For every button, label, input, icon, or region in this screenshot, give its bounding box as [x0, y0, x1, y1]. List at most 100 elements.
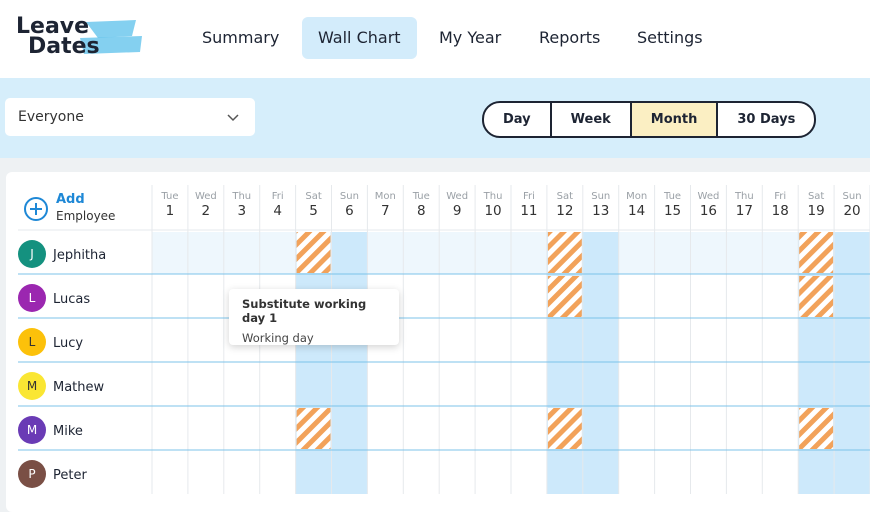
substitute-day[interactable] [547, 408, 582, 449]
substitute-day[interactable] [296, 232, 331, 273]
weekday: Thu [483, 191, 503, 202]
add-icon[interactable] [24, 197, 48, 221]
view-button[interactable]: 30 Days [716, 103, 814, 136]
view-button[interactable]: Week [549, 103, 630, 136]
date: 6 [345, 203, 354, 219]
weekday: Mon [626, 191, 647, 202]
substitute-day[interactable] [547, 276, 582, 317]
add-label: Employee [56, 209, 115, 223]
substitute-day[interactable] [799, 276, 834, 317]
chevron [227, 114, 239, 122]
highlight-cell [367, 232, 404, 274]
avatar [18, 240, 46, 268]
date: 2 [202, 203, 211, 219]
avatar [18, 284, 46, 312]
logo: Leave Dates [16, 14, 142, 59]
weekday: Tue [412, 191, 430, 202]
date: 19 [808, 203, 825, 219]
date: 15 [664, 203, 681, 219]
employee-name: Lucy [53, 336, 83, 351]
weekday: Tue [663, 191, 681, 202]
weekday: Tue [160, 191, 178, 202]
view-toggle: Day Week Month 30 Days [482, 101, 817, 138]
date: 12 [556, 203, 573, 219]
tooltip-title: Substitute working day 1 [242, 297, 367, 325]
weekday: Fri [272, 191, 284, 202]
weekday: Fri [523, 191, 535, 202]
weekday: Wed [446, 191, 468, 202]
weekday: Fri [774, 191, 786, 202]
employee-name: Jephitha [52, 248, 106, 263]
logo-text: Dates [28, 34, 100, 59]
nav-item[interactable]: My Year [439, 28, 502, 47]
avatar-initial: J [29, 247, 34, 261]
highlight-cell [152, 232, 188, 274]
weekend-column [331, 232, 368, 494]
highlight-cell [762, 232, 799, 274]
highlight-cell [618, 232, 655, 274]
date: 7 [381, 203, 390, 219]
substitute-day[interactable] [296, 408, 331, 449]
nav-item[interactable]: Reports [539, 28, 601, 47]
weekday: Sun [340, 191, 359, 202]
weekday: Sun [843, 191, 862, 202]
highlight-cell [259, 232, 296, 274]
date: 13 [592, 203, 609, 219]
date: 17 [736, 203, 753, 219]
avatar [18, 460, 46, 488]
avatar [18, 372, 46, 400]
date: 18 [772, 203, 789, 219]
highlight-cell [223, 232, 260, 274]
top-bar: Leave Dates Summary Wall Chart My Year Repo… [0, 0, 870, 78]
employee-name: Peter [53, 468, 87, 483]
date: 10 [484, 203, 501, 219]
tooltip: Substitute working day 1 Working day [229, 289, 399, 345]
highlight-cell [690, 232, 727, 274]
grid: Tue1Wed2Thu3Fri4Sat5Sun6Mon7Tue8Wed9Thu1… [18, 185, 870, 494]
weekend-column [582, 232, 619, 494]
substitute-day[interactable] [799, 232, 834, 273]
weekday: Thu [734, 191, 754, 202]
highlight-cell [511, 232, 547, 274]
add-plus [30, 203, 42, 215]
view-button[interactable]: Month [629, 103, 717, 136]
avatar-initial: L [29, 291, 36, 305]
tooltip-text: Working day [242, 331, 314, 345]
weekday: Sat [305, 191, 321, 202]
nav-item[interactable]: Summary [202, 28, 280, 47]
avatar-initial: M [27, 379, 37, 393]
weekday: Sat [808, 191, 824, 202]
avatar-initial: M [27, 423, 37, 437]
weekend-column [834, 232, 870, 494]
avatar-initial: P [28, 467, 35, 481]
substitute-day[interactable] [547, 232, 582, 273]
highlight-cell [187, 232, 224, 274]
date: 1 [166, 203, 175, 219]
weekday: Wed [195, 191, 217, 202]
substitute-day[interactable] [799, 408, 834, 449]
date: 16 [700, 203, 717, 219]
view-button[interactable]: Day [503, 112, 531, 127]
avatar-initial: L [29, 335, 36, 349]
weekday: Thu [231, 191, 251, 202]
logo-brush [86, 20, 136, 38]
highlight-cell [439, 232, 476, 274]
employee-name: Mike [53, 424, 83, 439]
weekday: Sat [557, 191, 573, 202]
highlight-cell [475, 232, 511, 274]
employee-name: Mathew [53, 380, 105, 395]
date: 4 [273, 203, 282, 219]
date: 3 [237, 203, 246, 219]
logo-text: Leave [16, 14, 89, 39]
date: 8 [417, 203, 426, 219]
employee-name: Lucas [53, 292, 90, 307]
filter-dropdown[interactable]: Everyone [5, 98, 255, 136]
add-label[interactable]: Add [56, 192, 85, 207]
nav-item[interactable]: Wall Chart [302, 17, 417, 59]
weekday: Mon [375, 191, 396, 202]
highlight-cell [654, 232, 691, 274]
highlight-cell [726, 232, 763, 274]
nav-item[interactable]: Settings [637, 28, 703, 47]
filter-text: Everyone [18, 109, 84, 125]
